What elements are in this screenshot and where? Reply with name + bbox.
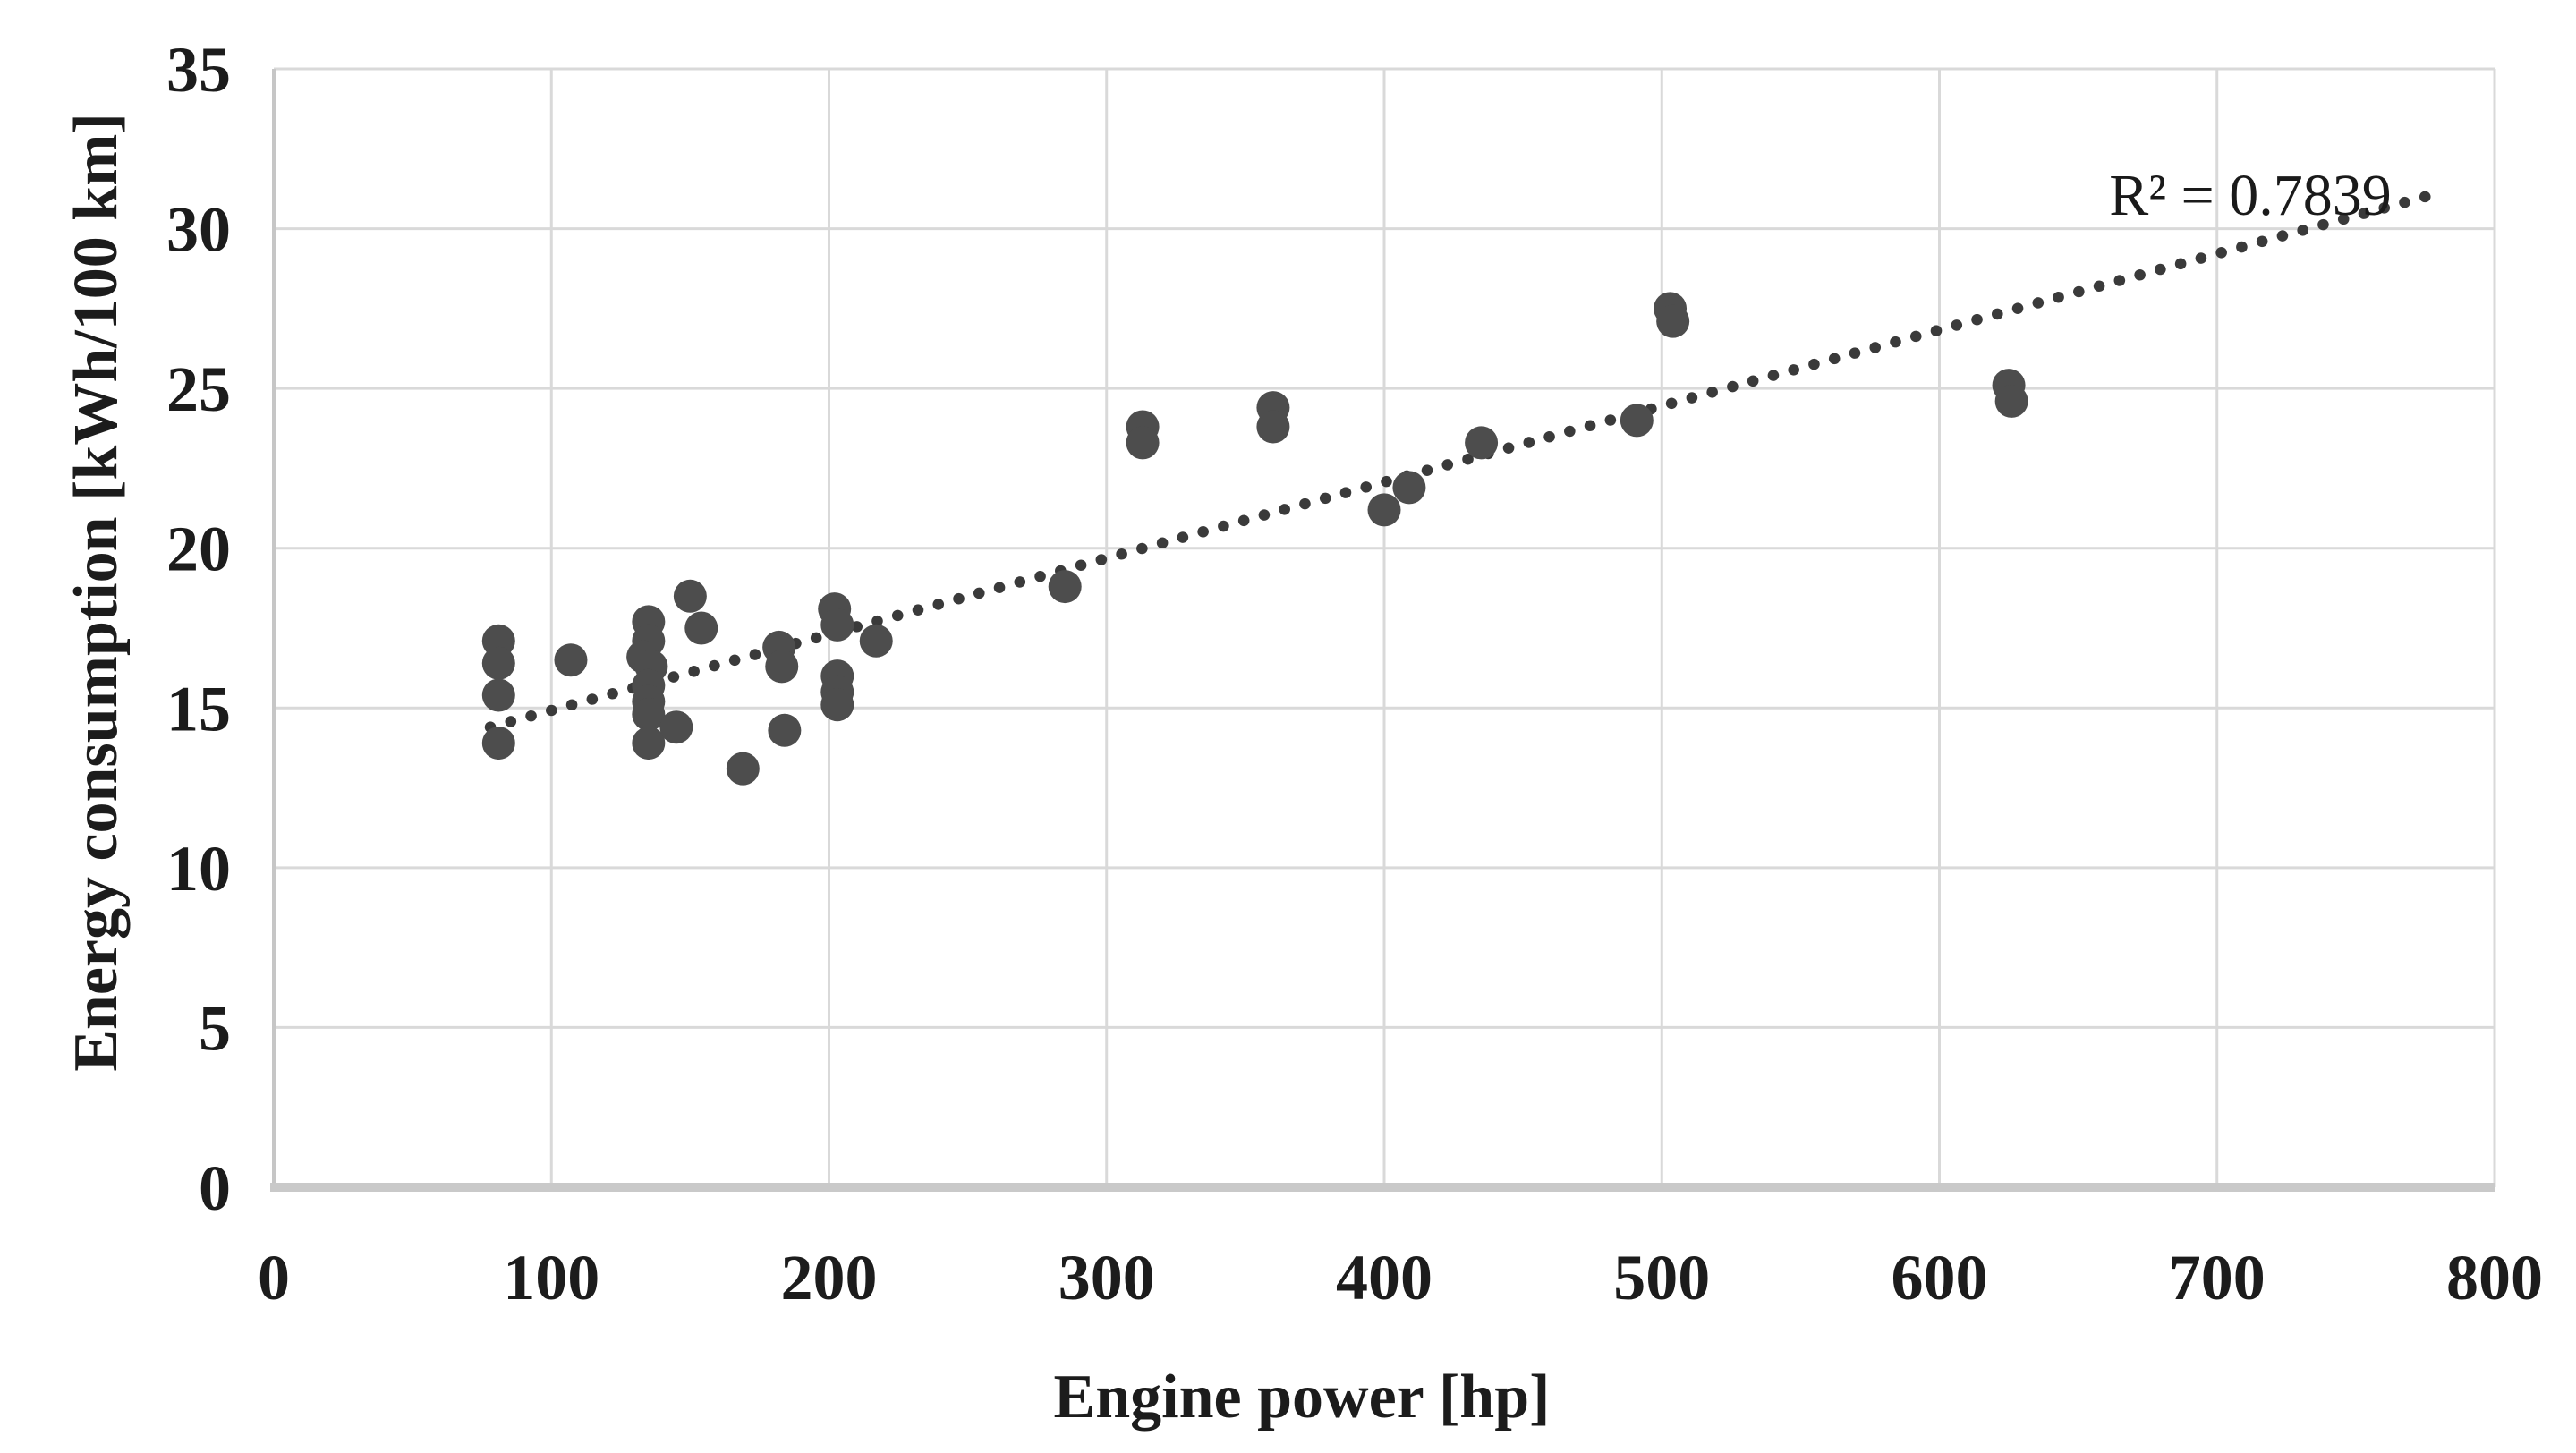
y-tick-label: 30 [166,194,231,266]
scatter-point [1256,410,1290,444]
scatter-point [765,650,799,684]
x-tick-label: 500 [1613,1242,1710,1313]
scatter-point [684,611,718,645]
scatter-point [632,697,666,731]
x-tick-label: 800 [2446,1242,2543,1313]
scatter-point [1048,570,1082,604]
scatter-point [481,726,515,760]
x-tick-label: 700 [2169,1242,2266,1313]
x-tick-label: 300 [1058,1242,1155,1313]
scatter-point [726,752,760,786]
y-tick-label: 35 [166,34,231,106]
y-tick-label: 15 [166,673,231,744]
scatter-point [554,643,588,677]
scatter-point [820,688,854,722]
scatter-point [1656,304,1690,338]
y-tick-label: 25 [166,353,231,425]
y-tick-label: 0 [199,1152,231,1224]
x-tick-label: 600 [1892,1242,1988,1313]
chart-layers: 0 5 10 15 20 25 30 35 0 100 200 300 400 500 600 700 800 [166,34,2543,1313]
x-tick-label: 100 [503,1242,599,1313]
y-tick-label: 20 [166,514,231,585]
y-axis-title: Energy consumption [kWh/100 km] [62,113,131,1072]
scatter-point [1620,404,1654,438]
scatter-point [481,678,515,712]
scatter-point [1465,426,1499,460]
scatter-point [820,608,854,642]
scatter-point [659,710,693,744]
scatter-point [1392,471,1426,505]
scatter-point [481,646,515,680]
scatter-point [859,624,893,658]
y-tick-label: 5 [199,992,231,1064]
scatter-point [632,726,666,760]
x-tick-label: 0 [258,1242,290,1313]
x-tick-label: 400 [1336,1242,1433,1313]
scatter-point [673,579,707,613]
x-tick-label: 200 [781,1242,878,1313]
trendline [484,191,2431,733]
scatter-point [768,713,802,747]
scatter-point [1126,426,1160,460]
y-tick-label: 10 [166,833,231,905]
scatter-point [1367,493,1401,527]
scatter-point [1994,384,2028,418]
r2-annotation: R² = 0.7839 [2109,163,2392,228]
x-axis-title: Engine power [hp] [1054,1363,1551,1432]
